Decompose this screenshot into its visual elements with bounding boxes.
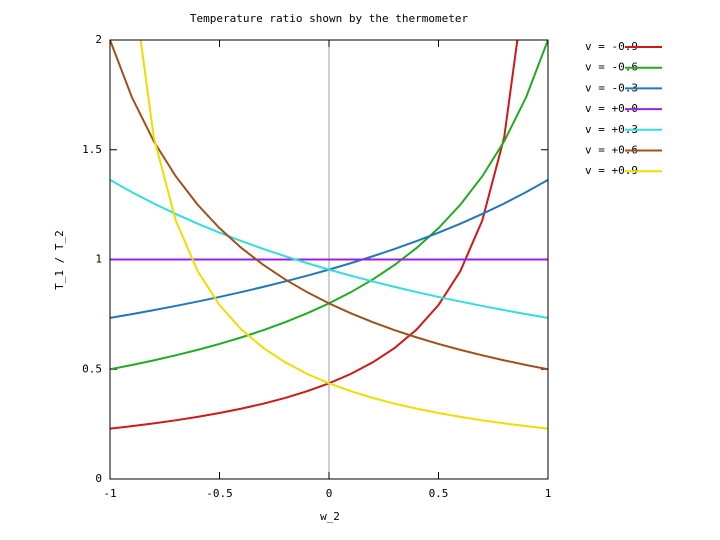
x-tick-label: 0 <box>326 487 333 500</box>
legend-label: v = +0.9 <box>585 164 638 177</box>
x-tick-label: -1 <box>103 487 116 500</box>
legend-label: v = +0.6 <box>585 144 638 157</box>
plot-border <box>109 39 549 480</box>
x-tick-label: 1 <box>545 487 552 500</box>
x-tick-label: -0.5 <box>206 487 233 500</box>
series-line <box>139 40 548 430</box>
y-tick-label: 2 <box>95 33 102 46</box>
y-tick-label: 0 <box>95 472 102 485</box>
y-tick-label: 1 <box>95 253 102 266</box>
x-axis-label: w_2 <box>320 510 340 523</box>
x-tick-label: 0.5 <box>429 487 449 500</box>
y-tick-label: 0.5 <box>82 362 102 375</box>
legend-label: v = -0.9 <box>585 40 638 53</box>
y-axis-label: T_1 / T_2 <box>53 230 66 290</box>
legend-label: v = -0.3 <box>585 81 638 94</box>
y-tick-label: 1.5 <box>82 143 102 156</box>
legend-label: v = -0.6 <box>585 61 638 74</box>
legend-label: v = +0.3 <box>585 123 638 136</box>
series-line <box>110 178 548 319</box>
series-line <box>110 40 548 371</box>
chart-title: Temperature ratio shown by the thermomet… <box>190 12 469 25</box>
legend-label: v = +0.0 <box>585 102 638 115</box>
plot-lines <box>110 40 548 430</box>
